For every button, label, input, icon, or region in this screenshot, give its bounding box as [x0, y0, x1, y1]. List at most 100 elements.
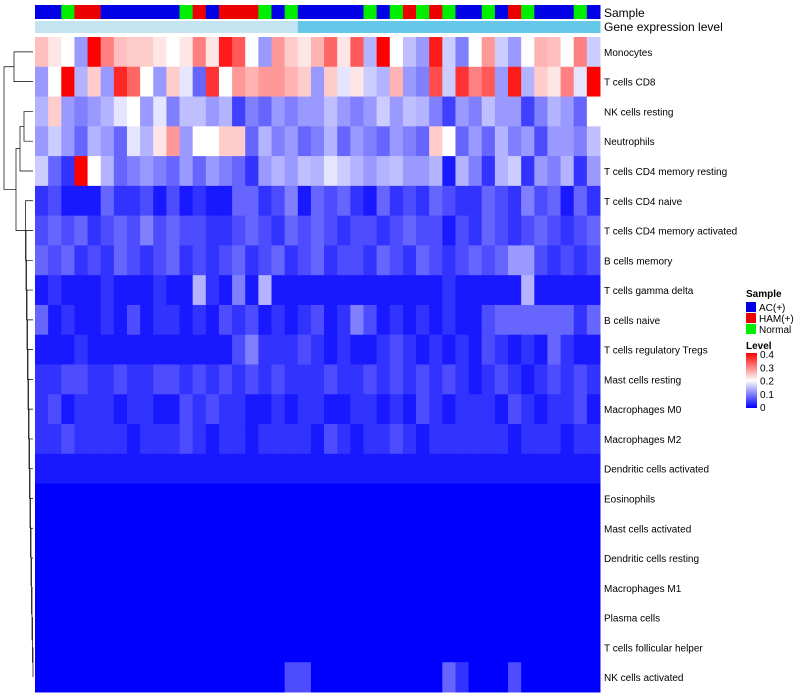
heatmap-cell — [508, 662, 522, 693]
heatmap-cell — [153, 364, 167, 395]
heatmap-cell — [48, 572, 62, 604]
heatmap-cell — [402, 424, 417, 455]
heatmap-cell — [534, 245, 548, 276]
heatmap-cell — [113, 304, 128, 336]
heatmap-cell — [179, 156, 194, 187]
heatmap-cell — [297, 662, 312, 693]
heatmap-cell — [534, 185, 548, 217]
row-label: Macrophages M0 — [604, 405, 682, 416]
heatmap-cell — [297, 185, 312, 217]
heatmap-cell — [297, 66, 312, 98]
heatmap-cell — [468, 394, 483, 425]
heatmap-cell — [494, 572, 509, 604]
heatmap-cell — [310, 37, 325, 68]
heatmap-cell — [521, 37, 535, 68]
heatmap-cell — [337, 126, 351, 157]
heatmap-cell — [402, 185, 417, 217]
heatmap-cell — [310, 364, 325, 395]
heatmap-cell — [284, 453, 299, 485]
heatmap-cell — [586, 572, 601, 604]
heatmap-cell — [218, 513, 233, 544]
expression-strip-cell — [508, 21, 522, 33]
heatmap-cell — [140, 632, 154, 663]
heatmap-cell — [521, 572, 535, 604]
heatmap-cell — [48, 275, 62, 306]
heatmap-cell — [48, 453, 62, 485]
heatmap-cell — [100, 334, 115, 365]
heatmap-cell — [560, 602, 575, 633]
heatmap-cell — [179, 66, 194, 98]
heatmap-cell — [547, 275, 562, 306]
row-label: Monocytes — [604, 48, 652, 59]
heatmap-cell — [74, 334, 89, 365]
heatmap-cell — [324, 364, 338, 395]
heatmap-cell — [232, 215, 246, 246]
heatmap-cell — [481, 572, 496, 604]
heatmap-cell — [455, 513, 470, 544]
heatmap-cell — [429, 632, 443, 663]
heatmap-cell — [429, 215, 443, 246]
heatmap-cell — [547, 394, 562, 425]
expression-strip-cell — [113, 21, 128, 33]
heatmap-cell — [573, 304, 588, 336]
heatmap-cell — [61, 96, 75, 127]
heatmap-cell — [297, 37, 312, 68]
heatmap-cell — [468, 453, 483, 485]
heatmap-cell — [521, 602, 535, 633]
heatmap-cell — [192, 453, 207, 485]
heatmap-cell — [179, 453, 194, 485]
heatmap-cell — [245, 215, 259, 246]
heatmap-cell — [363, 453, 378, 485]
heatmap-cell — [232, 424, 246, 455]
heatmap-cell — [140, 304, 154, 336]
heatmap-cell — [324, 602, 338, 633]
heatmap-cell — [416, 66, 430, 98]
heatmap-cell — [166, 156, 181, 187]
heatmap-cell — [179, 602, 194, 633]
heatmap-cell — [573, 394, 588, 425]
heatmap-cell — [324, 245, 338, 276]
heatmap-cell — [442, 424, 456, 455]
heatmap-cell — [100, 572, 115, 604]
heatmap-cell — [153, 185, 167, 217]
heatmap-cell — [455, 304, 470, 336]
heatmap-cell — [376, 245, 391, 276]
expression-strip-cell — [363, 21, 378, 33]
sample-cell — [586, 5, 601, 19]
heatmap-cell — [481, 394, 496, 425]
heatmap-cell — [297, 126, 312, 157]
heatmap-cell — [245, 662, 259, 693]
heatmap-cell — [534, 394, 548, 425]
sample-cell — [100, 5, 115, 19]
heatmap-cell — [586, 156, 601, 187]
level-tick-label: 0.2 — [760, 377, 774, 388]
heatmap-cell — [508, 156, 522, 187]
heatmap-cell — [389, 543, 404, 574]
heatmap-cell — [179, 96, 194, 127]
heatmap-cell — [560, 245, 575, 276]
heatmap-cell — [363, 156, 378, 187]
heatmap-cell — [35, 364, 49, 395]
expression-strip-cell — [337, 21, 351, 33]
heatmap-cell — [35, 424, 49, 455]
heatmap-cell — [494, 662, 509, 693]
heatmap-cell — [258, 453, 273, 485]
heatmap-cell — [324, 185, 338, 217]
heatmap-cell — [376, 37, 391, 68]
heatmap-cell — [350, 394, 364, 425]
expression-strip-cell — [48, 21, 62, 33]
heatmap-cell — [521, 662, 535, 693]
heatmap-cell — [337, 37, 351, 68]
heatmap-cell — [363, 394, 378, 425]
sample-cell — [179, 5, 194, 19]
heatmap-cell — [494, 37, 509, 68]
heatmap-cell — [586, 304, 601, 336]
heatmap-cell — [416, 275, 430, 306]
heatmap-cell — [573, 662, 588, 693]
heatmap-cell — [205, 334, 220, 365]
heatmap-cell — [337, 215, 351, 246]
sample-cell — [87, 5, 102, 19]
legend-level-title: Level — [746, 341, 772, 352]
heatmap-cell — [521, 215, 535, 246]
heatmap-cell — [586, 66, 601, 98]
